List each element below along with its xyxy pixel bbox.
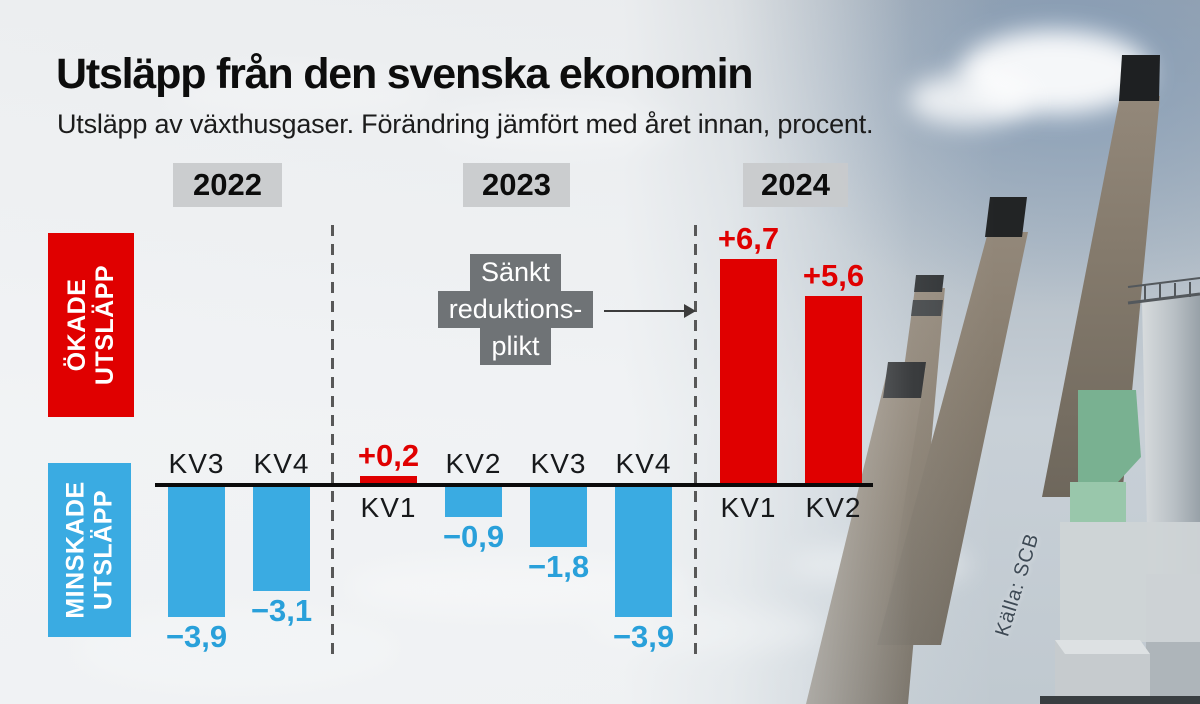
page-subtitle: Utsläpp av växthusgaser. Förändring jämf… [57,109,874,139]
bar-2024-kv2 [805,296,862,483]
year-label-2023: 2023 [463,163,570,207]
quarter-label-2023-kv3: KV3 [530,448,587,479]
value-label-2023-kv1: +0,2 [357,438,420,473]
annotation-arrow-head-icon [684,304,696,318]
legend-decrease-line2: UTSLÄPP [89,489,118,611]
annotation-line2: reduktions- [437,291,594,328]
bar-2022-kv4 [253,487,310,591]
bar-2023-kv1 [360,476,417,483]
zero-line [155,483,873,487]
bar-2022-kv3 [168,487,225,617]
bar-2024-kv1 [720,259,777,483]
legend-increase-line2: UTSLÄPP [91,264,119,386]
year-label-2022: 2022 [173,163,282,207]
legend-decreased-emissions: MINSKADE UTSLÄPP [48,463,131,637]
divider-2022-2023 [331,225,334,655]
divider-2023-2024 [694,225,697,655]
quarter-label-2023-kv4: KV4 [615,448,672,479]
annotation-line1: Sänkt [469,254,562,291]
page-title: Utsläpp från den svenska ekonomin [56,50,754,98]
quarter-label-2024-kv2: KV2 [805,492,862,523]
value-label-2023-kv2: −0,9 [442,519,505,554]
quarter-label-2023-kv2: KV2 [445,448,502,479]
year-label-2024: 2024 [743,163,848,207]
bar-2023-kv3 [530,487,587,547]
value-label-2023-kv3: −1,8 [527,549,590,584]
quarter-label-2022-kv3: KV3 [168,448,225,479]
legend-increase-line1: ÖKADE [63,278,91,372]
annotation-line3: plikt [480,328,551,365]
value-label-2022-kv3: −3,9 [165,619,228,654]
value-label-2024-kv1: +6,7 [717,221,780,256]
value-label-2022-kv4: −3,1 [250,593,313,628]
value-label-2024-kv2: +5,6 [802,258,865,293]
quarter-label-2024-kv1: KV1 [720,492,777,523]
annotation-box: Sänkt reduktions- plikt [408,254,623,365]
quarter-label-2023-kv1: KV1 [360,492,417,523]
quarter-label-2022-kv4: KV4 [253,448,310,479]
legend-increased-emissions: ÖKADE UTSLÄPP [48,233,134,417]
bar-2023-kv4 [615,487,672,617]
legend-decrease-line1: MINSKADE [61,481,90,619]
annotation-arrow-line [604,310,686,312]
value-label-2023-kv4: −3,9 [612,619,675,654]
source-label: Källa: SCB [991,530,1044,640]
bar-2023-kv2 [445,487,502,517]
